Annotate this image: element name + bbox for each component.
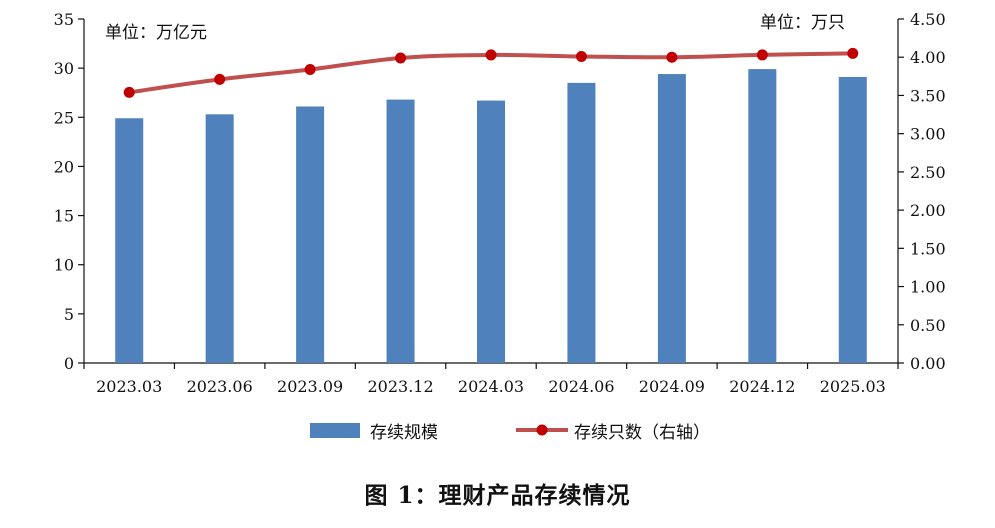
right-y-axis: 0.00 0.50 1.00 1.50 2.00 2.50 3.00 3.50 4.00 4.50 [897, 10, 946, 373]
left-axis-unit: 单位：万亿元 [105, 23, 207, 43]
x-tick-label: 2024.06 [548, 377, 614, 396]
line-point [304, 63, 316, 75]
legend-line-swatch [516, 424, 568, 436]
bar-series [115, 69, 867, 363]
bar [296, 106, 325, 363]
x-tick-label: 2024.12 [729, 377, 795, 396]
legend-line-label: 存续只数（右轴） [574, 422, 710, 443]
right-tick-label: 0.00 [910, 354, 946, 373]
right-tick-label: 2.50 [910, 163, 946, 182]
x-axis: 2023.03 2023.06 2023.09 2023.12 2024.03 2024.… [83, 362, 899, 396]
chart: 0 5 10 15 20 25 30 35 0.00 0.50 1.00 1.50 2.00 2.50 3… [54, 10, 946, 396]
x-tick-label: 2023.03 [96, 377, 162, 396]
right-tick-label: 2.00 [910, 201, 946, 220]
line-point [395, 52, 407, 64]
right-tick-label: 4.50 [910, 10, 946, 29]
bar [748, 69, 777, 363]
left-tick-label: 30 [54, 59, 74, 78]
line-point [123, 86, 135, 98]
right-tick-label: 1.00 [910, 278, 946, 297]
left-tick-label: 0 [64, 354, 74, 373]
bar [386, 99, 415, 363]
line-point [575, 50, 587, 62]
bar [567, 82, 596, 363]
right-axis-unit: 单位：万只 [760, 13, 845, 33]
bar [477, 100, 505, 363]
line-point [485, 49, 497, 61]
right-tick-label: 4.00 [910, 48, 946, 67]
legend-item-bar: 存续规模 [310, 416, 438, 444]
figure-caption: 图 1：理财产品存续情况 [364, 482, 631, 509]
left-y-axis: 0 5 10 15 20 25 30 35 [54, 10, 85, 373]
right-tick-label: 0.50 [910, 316, 946, 335]
x-tick-label: 2024.09 [639, 377, 705, 396]
left-tick-label: 20 [54, 157, 74, 176]
x-tick-label: 2023.12 [367, 377, 433, 396]
bar [205, 114, 234, 363]
legend: 存续规模 存续只数（右轴） [300, 416, 800, 444]
line-point [756, 49, 768, 61]
right-tick-label: 1.50 [910, 239, 946, 258]
line-series [123, 47, 859, 98]
legend-bar-swatch [310, 422, 360, 438]
x-tick-label: 2023.09 [277, 377, 343, 396]
right-tick-label: 3.50 [910, 86, 946, 105]
left-tick-label: 35 [54, 10, 74, 29]
line-point [214, 73, 226, 85]
left-tick-label: 25 [54, 108, 74, 127]
line-point [847, 47, 859, 59]
legend-bar-label: 存续规模 [370, 422, 438, 443]
x-tick-label: 2025.03 [820, 377, 886, 396]
x-tick-label: 2023.06 [187, 377, 253, 396]
left-tick-label: 5 [64, 305, 74, 324]
left-tick-label: 15 [54, 207, 74, 226]
bar [115, 118, 144, 363]
bar [838, 76, 867, 363]
legend-item-line: 存续只数（右轴） [516, 416, 710, 444]
bar [657, 74, 686, 363]
left-tick-label: 10 [54, 256, 74, 275]
x-tick-label: 2024.03 [458, 377, 524, 396]
right-tick-label: 3.00 [910, 125, 946, 144]
line-point [666, 51, 678, 63]
